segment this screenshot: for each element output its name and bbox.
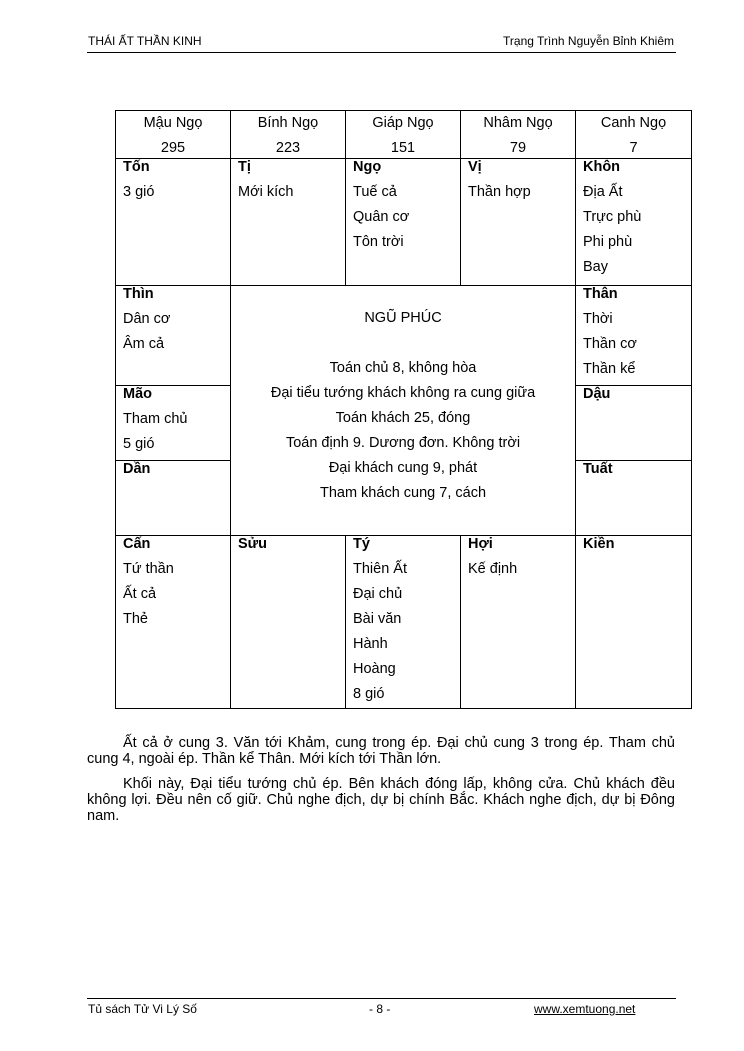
cell-line: Tham chủ [123, 411, 188, 427]
cell-line: Trực phù [583, 209, 642, 225]
cell-line: Bay [583, 259, 608, 275]
palace-cell: Tị Mới kích [230, 158, 346, 286]
header-num: 79 [509, 140, 527, 156]
header-right: Trạng Trình Nguyễn Bỉnh Khiêm [503, 34, 674, 48]
header-num: 223 [275, 140, 301, 156]
center-title: NGŨ PHÚC [364, 310, 442, 326]
palace-cell: Dậu [575, 385, 692, 461]
paragraph-1: Ất cả ở cung 3. Văn tới Khảm, cung trong… [87, 735, 675, 767]
cell-title: Mão [123, 386, 152, 402]
header-cell: Giáp Ngọ 151 [345, 110, 461, 159]
cell-line: Đại chủ [353, 586, 403, 602]
cell-line: Quân cơ [353, 209, 410, 225]
cell-title: Hợi [468, 536, 493, 552]
cell-title: Khôn [583, 159, 621, 175]
cell-line: Mới kích [238, 184, 294, 200]
cell-line: Hoàng [353, 661, 396, 677]
palace-cell: Cấn Tứ thần Ất cả Thẻ [115, 535, 231, 709]
cell-title: Ngọ [353, 159, 382, 175]
header-num: 7 [629, 140, 638, 156]
palace-cell: Vị Thần hợp [460, 158, 576, 286]
cell-line: Bài văn [353, 611, 402, 627]
cell-line: Hành [353, 636, 388, 652]
cell-line: Tứ thần [123, 561, 174, 577]
header-rule [87, 52, 676, 53]
cell-title: Dần [123, 461, 151, 477]
cell-line: Tuế cả [353, 184, 397, 200]
cell-line: Thần kể [583, 361, 636, 377]
palace-cell: Tý Thiên Ất Đại chủ Bài văn Hành Hoàng 8 gió [345, 535, 461, 709]
palace-cell: Tốn 3 gió [115, 158, 231, 286]
header-cell: Bính Ngọ 223 [230, 110, 346, 159]
cell-title: Tị [238, 159, 251, 175]
cell-title: Tý [353, 536, 370, 552]
palace-cell: Kiền [575, 535, 692, 709]
cell-title: Vị [468, 159, 482, 175]
header-name: Canh Ngọ [600, 115, 667, 131]
cell-title: Kiền [583, 536, 615, 552]
cell-line: Thần hợp [468, 184, 531, 200]
header-name: Nhâm Ngọ [483, 115, 553, 131]
center-line: Toán chủ 8, không hòa [329, 360, 477, 376]
cell-line: Kế định [468, 561, 518, 577]
center-line: Đại khách cung 9, phát [328, 460, 478, 476]
paragraph-2: Khối này, Đại tiểu tướng chủ ép. Bên khá… [87, 776, 675, 824]
palace-cell: Thân Thời Thần cơ Thần kể [575, 285, 692, 386]
palace-cell: Ngọ Tuế cả Quân cơ Tôn trời [345, 158, 461, 286]
palace-cell: Dần [115, 460, 231, 536]
palace-cell: Mão Tham chủ 5 gió [115, 385, 231, 461]
cell-title: Thân [583, 286, 618, 302]
header-cell: Canh Ngọ 7 [575, 110, 692, 159]
header-left: THÁI ẤT THẦN KINH [88, 34, 202, 48]
header-cell: Nhâm Ngọ 79 [460, 110, 576, 159]
header-cell: Mậu Ngọ 295 [115, 110, 231, 159]
center-line: Đại tiểu tướng khách không ra cung giữa [270, 385, 536, 401]
header-num: 295 [160, 140, 186, 156]
header-name: Bính Ngọ [257, 115, 319, 131]
footer-link[interactable]: www.xemtuong.net [534, 1002, 636, 1016]
cell-line: 5 gió [123, 436, 155, 452]
cell-line: Ất cả [123, 586, 157, 602]
cell-title: Dậu [583, 386, 611, 402]
cell-line: Thiên Ất [353, 561, 407, 577]
center-line: Toán định 9. Dương đơn. Không trời [285, 435, 521, 451]
page-number: - 8 - [369, 1002, 391, 1016]
palace-cell: Thìn Dân cơ Âm cả [115, 285, 231, 386]
cell-title: Cấn [123, 536, 151, 552]
cell-line: Thần cơ [583, 336, 637, 352]
cell-line: 8 gió [353, 686, 385, 702]
cell-title: Tuất [583, 461, 613, 477]
cell-line: Thời [583, 311, 613, 327]
header-name: Mậu Ngọ [143, 115, 203, 131]
center-line: Tham khách cung 7, cách [319, 485, 487, 501]
cell-line: Tôn trời [353, 234, 404, 250]
cell-title: Thìn [123, 286, 154, 302]
cell-title: Tốn [123, 159, 150, 175]
cell-line: 3 gió [123, 184, 155, 200]
palace-cell: Tuất [575, 460, 692, 536]
palace-cell: Sửu [230, 535, 346, 709]
palace-cell: Khôn Địa Ất Trực phù Phi phù Bay [575, 158, 692, 286]
cell-line: Phi phù [583, 234, 633, 250]
cell-line: Âm cả [123, 336, 165, 352]
center-line: Toán khách 25, đóng [335, 410, 471, 426]
footer-left: Tủ sách Tử Vi Lý Số [88, 1002, 197, 1016]
palace-cell: Hợi Kế định [460, 535, 576, 709]
cell-title: Sửu [238, 536, 268, 552]
cell-line: Địa Ất [583, 184, 623, 200]
cell-line: Thẻ [123, 611, 148, 627]
footer-rule [87, 998, 676, 999]
cell-line: Dân cơ [123, 311, 171, 327]
header-num: 151 [390, 140, 416, 156]
center-cell: NGŨ PHÚC Toán chủ 8, không hòa Đại tiểu t… [230, 285, 576, 536]
header-name: Giáp Ngọ [372, 115, 434, 131]
